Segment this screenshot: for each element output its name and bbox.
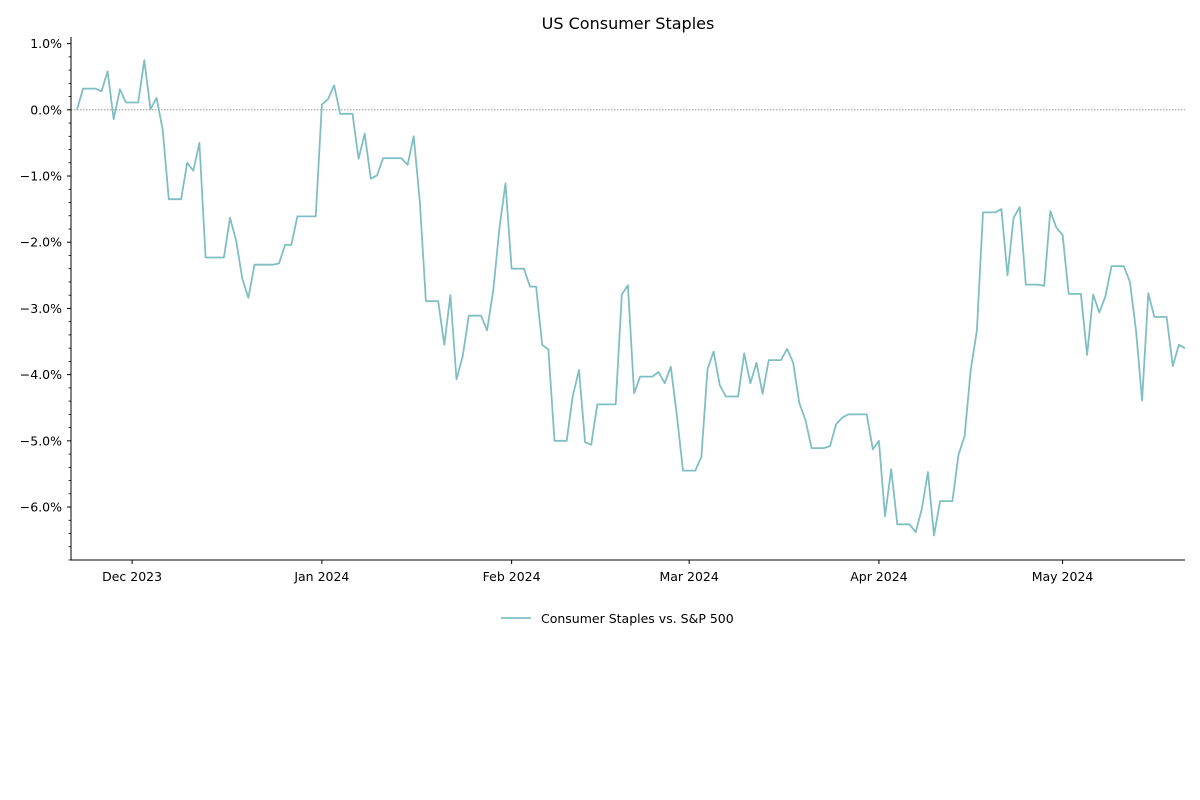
x-tick-label: Dec 2023 [102,569,162,584]
legend: Consumer Staples vs. S&P 500 [501,611,734,626]
y-axis-ticks: 1.0% 0.0% −1.0% −2.0% −3.0% −4.0% −5.0% −6.0% [20,36,71,561]
y-tick-label: −1.0% [20,169,62,184]
x-tick-label: Apr 2024 [850,569,907,584]
series-line-consumer-staples [76,59,1186,537]
y-tick-label: 0.0% [30,102,62,117]
y-tick-label: −5.0% [20,433,62,448]
x-axis-ticks: Dec 2023 Jan 2024 Feb 2024 Mar 2024 Apr 2024… [102,560,1093,584]
y-tick-label: 1.0% [30,36,62,51]
y-tick-label: −3.0% [20,301,62,316]
x-tick-label: Feb 2024 [483,569,541,584]
x-tick-label: Jan 2024 [293,569,349,584]
y-tick-label: −6.0% [20,500,62,515]
y-tick-label: −2.0% [20,235,62,250]
chart-title: US Consumer Staples [542,14,715,33]
legend-label: Consumer Staples vs. S&P 500 [541,611,734,626]
y-tick-label: −4.0% [20,367,62,382]
x-tick-label: May 2024 [1032,569,1094,584]
x-tick-label: Mar 2024 [659,569,718,584]
